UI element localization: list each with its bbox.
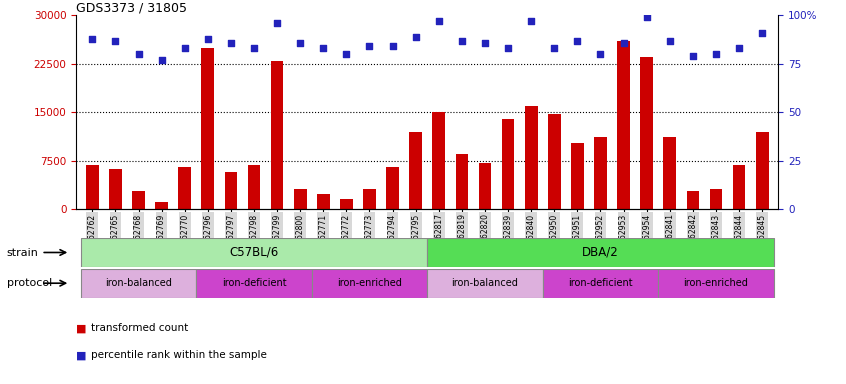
Point xyxy=(594,51,607,57)
Bar xyxy=(432,113,445,209)
Point xyxy=(155,57,168,63)
Bar xyxy=(663,137,676,209)
Point xyxy=(432,18,446,24)
Bar xyxy=(311,269,427,298)
Text: iron-balanced: iron-balanced xyxy=(452,278,519,288)
Point xyxy=(201,36,215,42)
Point xyxy=(224,40,238,46)
Text: DBA/2: DBA/2 xyxy=(582,246,618,259)
Bar xyxy=(156,202,168,209)
Point xyxy=(547,45,561,51)
Point xyxy=(640,14,653,20)
Text: C57BL/6: C57BL/6 xyxy=(229,246,278,259)
Point xyxy=(316,45,330,51)
Text: strain: strain xyxy=(7,248,39,258)
Bar xyxy=(733,166,745,209)
Point xyxy=(686,53,700,59)
Point xyxy=(617,40,630,46)
Bar xyxy=(80,238,427,267)
Bar xyxy=(340,199,353,209)
Bar xyxy=(427,269,543,298)
Bar xyxy=(363,189,376,209)
Bar xyxy=(409,132,422,209)
Text: iron-deficient: iron-deficient xyxy=(222,278,286,288)
Bar xyxy=(109,169,122,209)
Point xyxy=(502,45,515,51)
Bar xyxy=(686,191,699,209)
Bar xyxy=(248,166,261,209)
Bar xyxy=(132,191,145,209)
Bar xyxy=(427,238,774,267)
Bar xyxy=(201,48,214,209)
Point xyxy=(132,51,146,57)
Text: percentile rank within the sample: percentile rank within the sample xyxy=(91,350,267,360)
Point xyxy=(663,38,677,44)
Bar xyxy=(543,269,658,298)
Text: ■: ■ xyxy=(76,323,86,333)
Point xyxy=(363,43,376,50)
Text: protocol: protocol xyxy=(7,278,52,288)
Point xyxy=(755,30,769,36)
Bar xyxy=(80,269,196,298)
Point xyxy=(108,38,122,44)
Bar xyxy=(271,61,283,209)
Text: GDS3373 / 31805: GDS3373 / 31805 xyxy=(76,1,187,14)
Point xyxy=(85,36,99,42)
Bar xyxy=(571,143,584,209)
Text: transformed count: transformed count xyxy=(91,323,189,333)
Bar xyxy=(479,163,492,209)
Point xyxy=(409,34,422,40)
Point xyxy=(733,45,746,51)
Text: iron-deficient: iron-deficient xyxy=(569,278,633,288)
Bar xyxy=(755,132,768,209)
Point xyxy=(247,45,261,51)
Bar xyxy=(387,167,399,209)
Bar xyxy=(224,172,237,209)
Point xyxy=(178,45,191,51)
Point xyxy=(709,51,722,57)
Point xyxy=(525,18,538,24)
Point xyxy=(570,38,584,44)
Point xyxy=(271,20,284,26)
Bar xyxy=(525,106,537,209)
Text: iron-enriched: iron-enriched xyxy=(684,278,749,288)
Bar xyxy=(502,119,514,209)
Bar xyxy=(594,137,607,209)
Bar xyxy=(658,269,774,298)
Text: iron-balanced: iron-balanced xyxy=(105,278,172,288)
Bar xyxy=(179,167,191,209)
Point xyxy=(294,40,307,46)
Text: ■: ■ xyxy=(76,350,86,360)
Bar xyxy=(455,154,468,209)
Bar xyxy=(710,189,722,209)
Bar xyxy=(640,57,653,209)
Bar xyxy=(196,269,311,298)
Text: iron-enriched: iron-enriched xyxy=(337,278,402,288)
Point xyxy=(455,38,469,44)
Bar xyxy=(86,166,99,209)
Bar xyxy=(317,194,330,209)
Bar xyxy=(294,189,306,209)
Point xyxy=(386,43,399,50)
Point xyxy=(478,40,492,46)
Bar xyxy=(548,114,561,209)
Point xyxy=(339,51,353,57)
Bar xyxy=(618,41,630,209)
